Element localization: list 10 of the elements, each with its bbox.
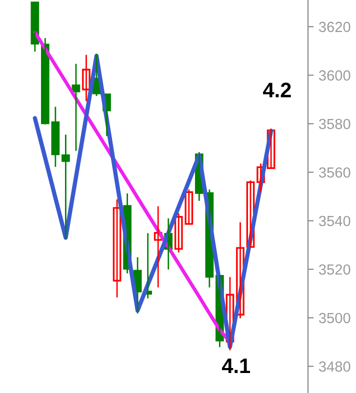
annotation: 4.2: [263, 82, 291, 98]
y-tick-label: 3480: [318, 361, 350, 372]
y-tick-label: 3520: [318, 264, 350, 275]
y-tick-label: 3500: [318, 312, 350, 324]
y-tick-label: 3560: [318, 167, 350, 178]
y-tick-label: 3580: [318, 118, 350, 130]
annotation: 4.1: [222, 358, 250, 374]
y-tick-label: 3540: [318, 216, 350, 226]
y-tick-label: 3620: [318, 22, 350, 32]
y-tick-label: 3600: [318, 70, 350, 81]
